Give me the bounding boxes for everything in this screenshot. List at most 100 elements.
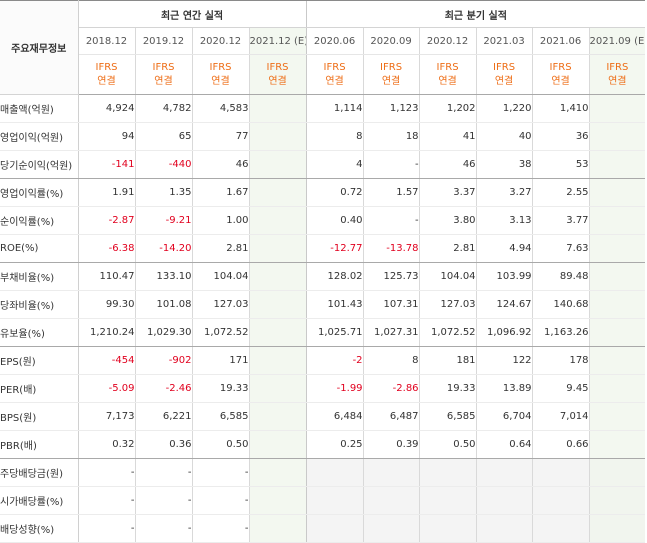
value-cell: 1,029.30: [134, 318, 192, 347]
period-header: 2020.09: [362, 27, 420, 55]
ifrs-label: IFRS: [323, 61, 346, 73]
value-cell: [588, 178, 646, 207]
value-cell: 0.39: [362, 430, 420, 459]
table-row: 영업이익률(%) 1.91 1.35 1.67 0.72 1.57 3.37 3.27 2.55: [0, 178, 646, 207]
value-cell: 3.37: [418, 178, 477, 207]
ifrs-label: IFRS: [266, 61, 289, 73]
ifrs-kind-header: IFRS 연결: [248, 54, 307, 95]
value-cell: 0.50: [191, 430, 249, 459]
table-row: 배당성향(%) - - -: [0, 514, 646, 543]
value-cell: [588, 94, 646, 123]
value-cell: 9.45: [531, 374, 590, 403]
table-row: 시가배당률(%) - - -: [0, 486, 646, 515]
quarter-group-header: 최근 분기 실적: [305, 0, 646, 28]
period-header: 2021.03: [475, 27, 533, 55]
row-label: 매출액(억원): [0, 94, 79, 123]
value-cell: 6,487: [362, 402, 420, 431]
empty-cell: [475, 458, 533, 487]
value-cell: 0.64: [475, 430, 533, 459]
value-cell: [248, 178, 307, 207]
ifrs-kind-header: IFRS 연결: [362, 54, 420, 95]
value-cell: [248, 234, 307, 263]
value-cell: 1.57: [362, 178, 420, 207]
value-cell: 1.91: [78, 178, 135, 207]
consolidated-label: 연결: [608, 75, 627, 87]
ifrs-label: IFRS: [152, 61, 175, 73]
value-cell: [588, 402, 646, 431]
value-cell: 8: [305, 122, 364, 151]
ifrs-kind-header: IFRS 연결: [588, 54, 646, 95]
value-cell: [588, 122, 646, 151]
row-label: 당기순이익(억원): [0, 150, 79, 179]
value-cell: 1,072.52: [191, 318, 249, 347]
value-cell: [248, 430, 307, 459]
corner-label: 주요재무정보: [0, 0, 79, 95]
value-cell: 0.36: [134, 430, 192, 459]
value-cell: [588, 318, 646, 347]
empty-cell: [418, 486, 477, 515]
value-cell: -: [362, 150, 420, 179]
row-label: 순이익률(%): [0, 206, 79, 235]
empty-cell: [588, 486, 646, 515]
value-cell: -: [78, 486, 135, 515]
table-row: BPS(원) 7,173 6,221 6,585 6,484 6,487 6,585 6,70…: [0, 402, 646, 431]
value-cell: [588, 346, 646, 375]
period-header: 2019.12: [134, 27, 192, 55]
value-cell: 4: [305, 150, 364, 179]
consolidated-label: 연결: [97, 75, 116, 87]
value-cell: 40: [475, 122, 533, 151]
value-cell: [248, 458, 307, 487]
row-label: 영업이익률(%): [0, 178, 79, 207]
consolidated-label: 연결: [154, 75, 173, 87]
value-cell: 104.04: [418, 262, 477, 291]
value-cell: -: [191, 458, 249, 487]
value-cell: [588, 262, 646, 291]
value-cell: 140.68: [531, 290, 590, 319]
value-cell: 128.02: [305, 262, 364, 291]
value-cell: 1,114: [305, 94, 364, 123]
value-cell: [248, 374, 307, 403]
value-cell: 1,072.52: [418, 318, 477, 347]
ifrs-label: IFRS: [493, 61, 516, 73]
value-cell: 2.81: [418, 234, 477, 263]
row-label: 부채비율(%): [0, 262, 79, 291]
value-cell: 4,924: [78, 94, 135, 123]
row-label: 시가배당률(%): [0, 486, 79, 515]
value-cell: 0.66: [531, 430, 590, 459]
period-header: 2018.12: [78, 27, 135, 55]
ifrs-label: IFRS: [380, 61, 403, 73]
value-cell: 1,123: [362, 94, 420, 123]
consolidated-label: 연결: [551, 75, 570, 87]
ifrs-label: IFRS: [436, 61, 459, 73]
empty-cell: [475, 486, 533, 515]
value-cell: 122: [475, 346, 533, 375]
value-cell: -: [134, 486, 192, 515]
empty-cell: [475, 514, 533, 543]
value-cell: [588, 290, 646, 319]
value-cell: [248, 94, 307, 123]
value-cell: [248, 514, 307, 543]
value-cell: -: [191, 486, 249, 515]
value-cell: 133.10: [134, 262, 192, 291]
row-label: BPS(원): [0, 402, 79, 431]
value-cell: [248, 262, 307, 291]
value-cell: [248, 290, 307, 319]
value-cell: 6,221: [134, 402, 192, 431]
value-cell: -9.21: [134, 206, 192, 235]
value-cell: [248, 402, 307, 431]
ifrs-kind-header: IFRS 연결: [305, 54, 364, 95]
value-cell: 1,210.24: [78, 318, 135, 347]
value-cell: 1.35: [134, 178, 192, 207]
ifrs-label: IFRS: [95, 61, 118, 73]
row-label: 배당성향(%): [0, 514, 79, 543]
table-row: 순이익률(%) -2.87 -9.21 1.00 0.40-3.80 3.13 3.77: [0, 206, 646, 235]
value-cell: [588, 150, 646, 179]
empty-cell: [531, 486, 590, 515]
value-cell: 127.03: [191, 290, 249, 319]
value-cell: 0.32: [78, 430, 135, 459]
value-cell: [588, 374, 646, 403]
value-cell: -2.46: [134, 374, 192, 403]
value-cell: -1.99: [305, 374, 364, 403]
value-cell: 7,173: [78, 402, 135, 431]
